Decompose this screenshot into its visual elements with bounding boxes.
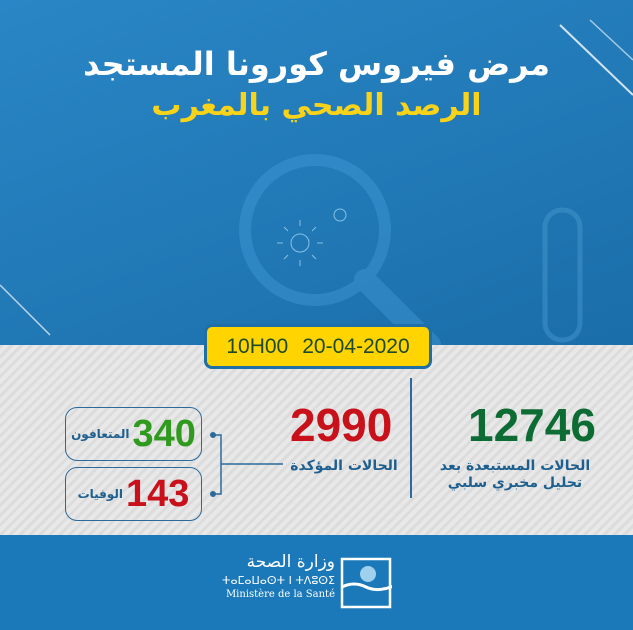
confirmed-label: الحالات المؤكدة [290,458,398,474]
connector-lines [210,432,283,497]
magnifier-icon [239,154,441,345]
date-badge: 10H00 20-04-2020 [204,324,432,369]
stats-band [0,345,633,535]
deaths-value: 143 [126,472,190,515]
date-text: 20-04-2020 [302,334,410,358]
confirmed-value: 2990 [290,399,393,451]
deaths-box: الوفيات 143 [65,467,202,521]
ministry-name-arabic: وزارة الصحة [246,552,335,572]
excluded-label-line2: تحليل مخبري سلبي [447,475,583,491]
excluded-label-line1: الحالات المستبعدة بعد [439,458,591,474]
time-text: 10H00 [226,334,289,358]
title-line1: مرض فيروس كورونا المستجد [83,45,550,83]
excluded-value: 12746 [468,399,596,451]
header-background [0,0,633,345]
ministry-logo-icon [340,557,392,609]
divider [410,378,412,498]
footer [0,535,633,630]
recovered-box: المتعافون 340 [65,407,202,461]
ministry-name-french: Ministère de la Santé [225,589,335,600]
title-line2: الرصد الصحي بالمغرب [151,88,482,123]
deaths-label: الوفيات [77,487,124,501]
test-tube-icon [542,207,583,343]
virus-icon [277,208,347,266]
ministry-name-tifinagh: ⵜⴰⵎⴰⵡⴰⵙⵜ ⵏ ⵜⴷⵓⵙⵉ [222,574,335,587]
ministry-name-block: وزارة الصحة ⵜⴰⵎⴰⵡⴰⵙⵜ ⵏ ⵜⴷⵓⵙⵉ Ministère d… [222,552,335,602]
recovered-value: 340 [132,412,196,455]
excluded-label: الحالات المستبعدة بعد تحليل مخبري سلبي [425,458,605,492]
recovered-label: المتعافون [71,427,130,441]
